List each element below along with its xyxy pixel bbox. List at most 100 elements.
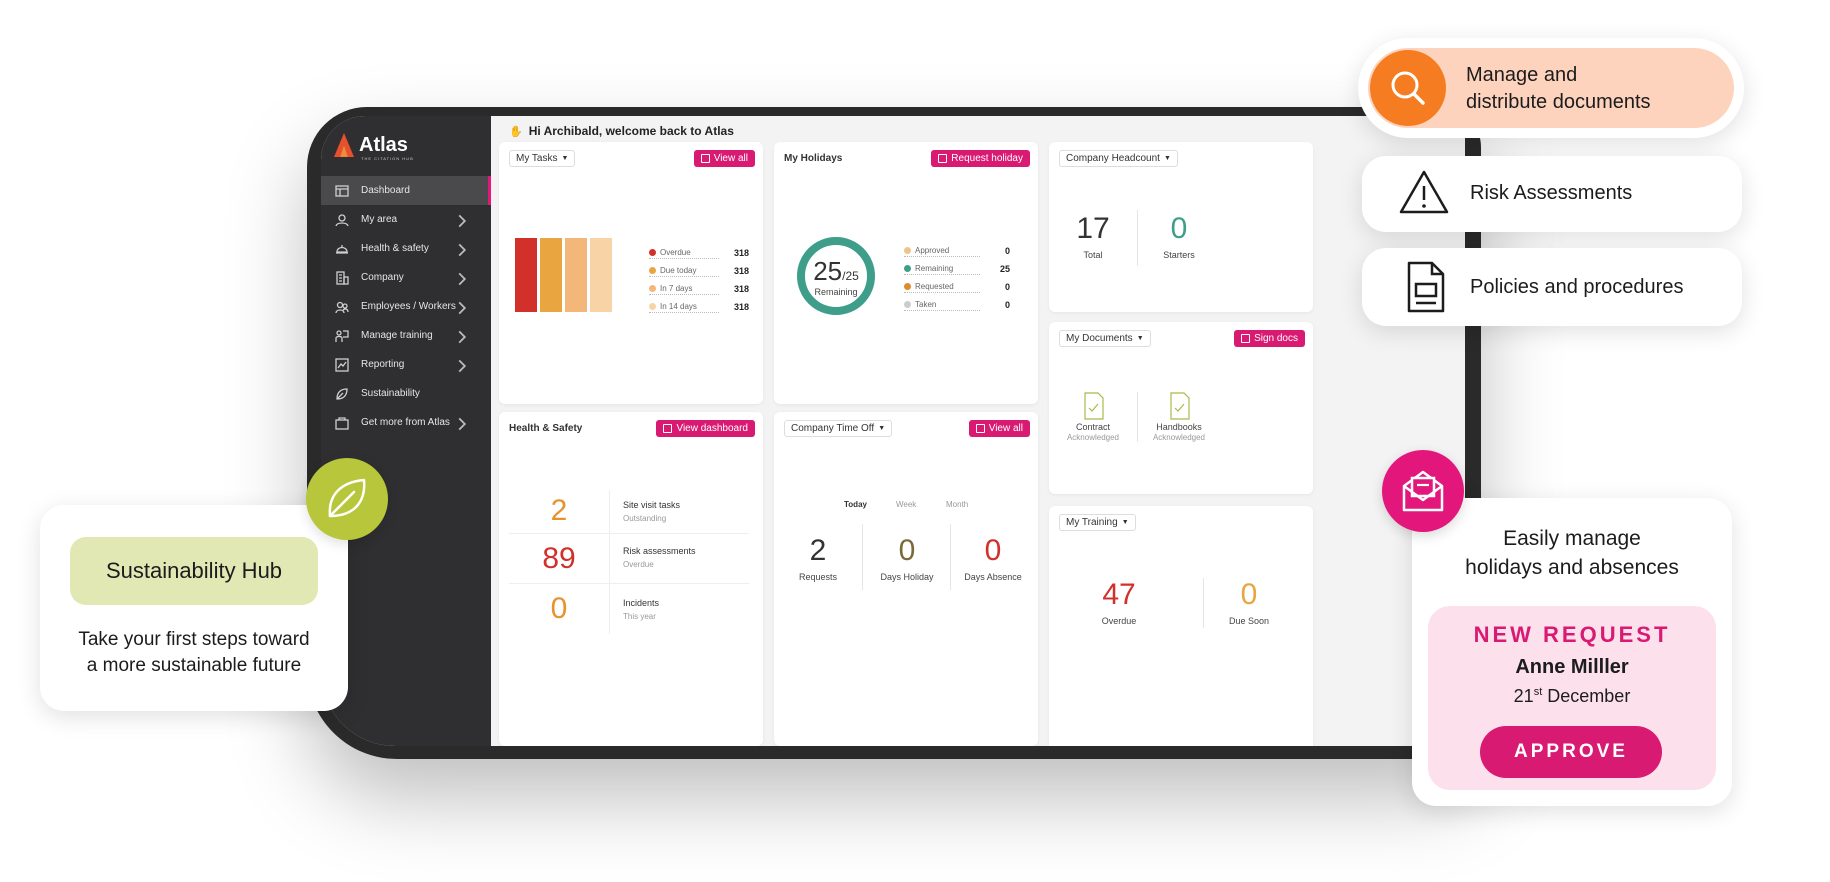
bar-in-7-days bbox=[565, 238, 587, 312]
sidebar-item-health-safety[interactable]: Health & safety bbox=[321, 234, 491, 263]
sidebar-item-reporting[interactable]: Reporting bbox=[321, 350, 491, 379]
hs-label: Risk assessments bbox=[623, 546, 696, 556]
sidebar-item-label: Get more from Atlas bbox=[361, 417, 450, 428]
sidebar-item-dashboard[interactable]: Dashboard bbox=[321, 176, 491, 205]
policies-text: Policies and procedures bbox=[1470, 276, 1684, 298]
manage-docs-line2: distribute documents bbox=[1466, 91, 1651, 113]
hs-row[interactable]: 2 Site visit tasks Outstanding bbox=[509, 490, 749, 534]
manage-docs-card[interactable]: Manage and distribute documents bbox=[1358, 38, 1744, 138]
handbooks-doc-icon bbox=[1170, 392, 1190, 420]
atlas-logo[interactable]: Atlas bbox=[333, 132, 408, 158]
view-all-time-off-button[interactable]: View all bbox=[968, 420, 1030, 437]
training-card: My Training ▼ 47 Overdue 0 Due Soon bbox=[1049, 506, 1313, 746]
logo-text: Atlas bbox=[359, 133, 408, 156]
legend-overdue: Overdue 318 bbox=[649, 247, 749, 259]
document-icon bbox=[1407, 261, 1445, 313]
tab-month[interactable]: Month bbox=[946, 500, 969, 509]
view-dashboard-button[interactable]: View dashboard bbox=[656, 420, 755, 437]
sustainability-hub-badge: Sustainability Hub bbox=[70, 537, 318, 605]
tab-week[interactable]: Week bbox=[896, 500, 917, 509]
legend-dot bbox=[649, 267, 656, 274]
legend-value: 318 bbox=[733, 265, 749, 276]
chevron-right-icon bbox=[458, 301, 467, 315]
handbooks-sub: Acknowledged bbox=[1152, 433, 1206, 442]
caret-down-icon: ▼ bbox=[1136, 335, 1144, 342]
request-holiday-button[interactable]: Request holiday bbox=[931, 150, 1030, 167]
new-request-title: NEW REQUEST bbox=[1473, 622, 1671, 647]
sidebar-item-my-area[interactable]: My area bbox=[321, 205, 491, 234]
logo-subtitle: THE CITATION HUB bbox=[361, 156, 414, 161]
sidebar-item-manage-training[interactable]: Manage training bbox=[321, 321, 491, 350]
hs-row[interactable]: 89 Risk assessments Overdue bbox=[509, 534, 749, 584]
approve-button[interactable]: APPROVE bbox=[1480, 726, 1662, 778]
holidays-donut bbox=[797, 237, 875, 315]
time-off-days-absence: 0 bbox=[984, 534, 1002, 567]
time-off-dropdown[interactable]: Company Time Off ▼ bbox=[784, 420, 893, 437]
legend-label: Requested bbox=[915, 282, 954, 291]
documents-dropdown[interactable]: My Documents ▼ bbox=[1059, 330, 1151, 347]
tab-today[interactable]: Today bbox=[844, 500, 867, 509]
legend-dot bbox=[904, 301, 911, 308]
hs-row[interactable]: 0 Incidents This year bbox=[509, 584, 749, 634]
training-dropdown[interactable]: My Training ▼ bbox=[1059, 514, 1136, 531]
policies-card[interactable]: Policies and procedures bbox=[1362, 248, 1742, 326]
legend-value: 318 bbox=[733, 283, 749, 294]
sidebar-nav: Dashboard My area Health & safety Compan… bbox=[321, 176, 491, 437]
sidebar-item-sustainability[interactable]: Sustainability bbox=[321, 379, 491, 408]
legend-value: 318 bbox=[733, 247, 749, 258]
legend-in-14-days: In 14 days 318 bbox=[649, 302, 749, 313]
hs-sub: This year bbox=[623, 612, 656, 621]
training-overdue: 47 bbox=[1102, 578, 1136, 611]
manage-docs-text: Manage and distribute documents bbox=[1466, 62, 1651, 116]
risk-assessments-text: Risk Assessments bbox=[1470, 182, 1633, 204]
button-label: View dashboard bbox=[676, 423, 748, 434]
my-tasks-card: My Tasks ▼ View all Overdue 318 bbox=[499, 142, 763, 404]
request-name: Anne Milller bbox=[1515, 656, 1629, 678]
training-due-soon-label: Due Soon bbox=[1228, 616, 1270, 626]
sidebar-item-company[interactable]: Company bbox=[321, 263, 491, 292]
app-screen: Atlas THE CITATION HUB Dashboard My area… bbox=[321, 116, 1465, 746]
health-safety-card: Health & Safety View dashboard 2 Site vi… bbox=[499, 412, 763, 746]
hs-label: Site visit tasks bbox=[623, 500, 681, 510]
hs-value: 2 bbox=[550, 494, 568, 527]
time-off-requests-label: Requests bbox=[798, 572, 838, 582]
sign-docs-button[interactable]: Sign docs bbox=[1234, 330, 1305, 347]
headcount-dropdown[interactable]: Company Headcount ▼ bbox=[1059, 150, 1178, 167]
legend-label: Approved bbox=[915, 246, 950, 255]
training-icon bbox=[335, 329, 349, 342]
my-tasks-dropdown[interactable]: My Tasks ▼ bbox=[509, 150, 576, 167]
headcount-starters: 0 bbox=[1170, 212, 1188, 245]
caret-down-icon: ▼ bbox=[1163, 155, 1171, 162]
building-icon bbox=[336, 270, 349, 285]
remaining-total: /25 bbox=[842, 269, 859, 283]
sidebar-item-employees[interactable]: Employees / Workers bbox=[321, 292, 491, 321]
risk-assessments-card[interactable]: Risk Assessments bbox=[1362, 156, 1742, 232]
contract-doc-icon bbox=[1084, 392, 1104, 420]
bar-in-14-days bbox=[590, 238, 612, 312]
document-icon bbox=[1241, 334, 1251, 343]
leaf-icon bbox=[336, 387, 348, 400]
warning-icon bbox=[1399, 170, 1449, 214]
calendar-icon bbox=[938, 154, 948, 163]
tasks-bar-chart bbox=[515, 238, 612, 312]
bar-overdue bbox=[515, 238, 537, 312]
sustain-line1: Take your first steps toward bbox=[78, 629, 310, 650]
legend-dot bbox=[649, 285, 656, 292]
hs-label: Incidents bbox=[623, 598, 660, 608]
view-all-tasks-button[interactable]: View all bbox=[693, 150, 755, 167]
request-date-month: December bbox=[1547, 686, 1631, 706]
training-due-soon: 0 bbox=[1240, 578, 1258, 611]
legend-requested: Requested 0 bbox=[904, 282, 1010, 293]
sidebar-item-get-more[interactable]: Get more from Atlas bbox=[321, 408, 491, 437]
leaf-icon-circle bbox=[306, 458, 388, 540]
contract-sub: Acknowledged bbox=[1066, 433, 1120, 442]
main-content: ✋ Hi Archibald, welcome back to Atlas My… bbox=[491, 116, 1465, 746]
hs-value: 0 bbox=[550, 592, 568, 625]
holiday-line1: Easily manage bbox=[1503, 527, 1641, 550]
hs-value: 89 bbox=[542, 542, 576, 575]
sidebar-item-label: My area bbox=[361, 214, 398, 225]
hs-sub: Outstanding bbox=[623, 514, 667, 523]
sidebar-item-label: Sustainability bbox=[361, 388, 420, 399]
contract-label: Contract bbox=[1075, 422, 1110, 432]
sustainability-hub-card[interactable]: Sustainability Hub Take your first steps… bbox=[40, 505, 348, 711]
